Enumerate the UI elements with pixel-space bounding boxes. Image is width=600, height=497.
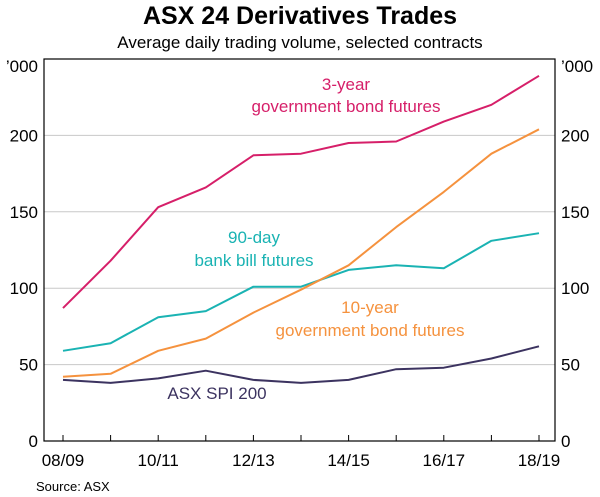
x-axis-ticks: 08/09 10/11 12/13 14/15 16/17 18/19 xyxy=(42,435,561,470)
series-line-2 xyxy=(62,128,540,378)
series-label-0: government bond futures xyxy=(251,97,440,116)
source-note: Source: ASX xyxy=(36,479,110,494)
chart-title: ASX 24 Derivatives Trades xyxy=(142,2,458,30)
y-tick-label-left: 100 xyxy=(10,279,38,298)
chart-subtitle: Average daily trading volume, selected c… xyxy=(117,33,483,52)
series-labels: 3-year government bond futures 90-day bank … xyxy=(167,75,464,403)
plot-frame xyxy=(43,58,556,442)
series-line-3 xyxy=(62,345,540,384)
series-label-2: 10-year xyxy=(341,298,399,317)
x-tick-label: 12/13 xyxy=(232,451,275,470)
y-tick-label-right: 200 xyxy=(561,126,589,145)
y-tick-label-left: 50 xyxy=(19,356,38,375)
series-label-1: bank bill futures xyxy=(194,251,313,270)
y-axis-ticks: 0 0 50 50 100 100 150 150 200 200 xyxy=(10,126,590,451)
x-tick-label: 10/11 xyxy=(138,451,179,470)
y-tick-label-right: 100 xyxy=(561,279,589,298)
y-tick-label-left: 150 xyxy=(10,203,38,222)
x-tick-label: 14/15 xyxy=(327,451,370,470)
y-axis-unit-right: ’000 xyxy=(561,57,593,76)
x-tick-label: 08/09 xyxy=(42,451,85,470)
series-label-2: government bond futures xyxy=(275,321,464,340)
series-line-1 xyxy=(62,232,540,352)
series-line-0 xyxy=(62,74,540,309)
y-tick-label-left: 200 xyxy=(10,126,38,145)
series-label-1: 90-day xyxy=(228,228,280,247)
y-tick-label-right: 150 xyxy=(561,203,589,222)
y-tick-label-left: 0 xyxy=(29,432,38,451)
y-axis-unit-left: ’000 xyxy=(6,57,38,76)
series-lines xyxy=(62,74,540,384)
y-tick-label-right: 0 xyxy=(561,432,570,451)
y-tick-label-right: 50 xyxy=(561,356,580,375)
x-tick-label: 18/19 xyxy=(518,451,561,470)
series-label-3: ASX SPI 200 xyxy=(167,384,266,403)
x-tick-label: 16/17 xyxy=(423,451,466,470)
series-label-0: 3-year xyxy=(322,75,371,94)
